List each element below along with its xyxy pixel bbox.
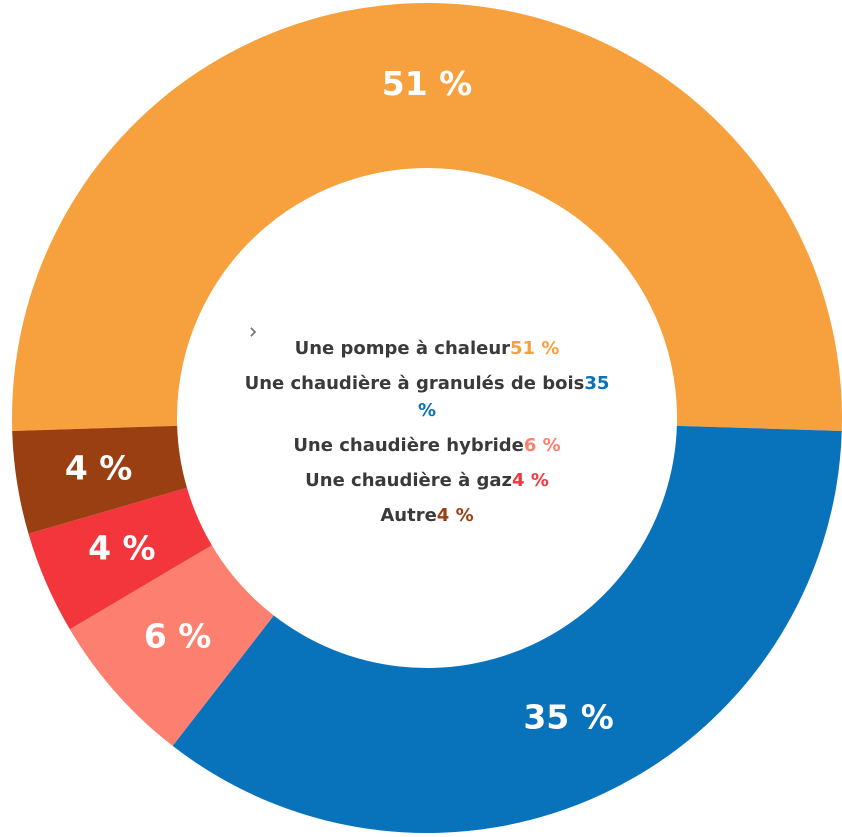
donut-slice: [12, 425, 187, 534]
legend-label: Autre: [380, 505, 437, 526]
legend-value: 4 %: [436, 505, 474, 526]
chevron: [250, 327, 256, 337]
donut-slice: [69, 545, 274, 746]
legend-entry: Une chaudière à granulés de bois 35 %: [242, 327, 612, 424]
legend-value: 4 %: [512, 470, 549, 491]
legend-entry: Une pompe à chaleur 51 %: [242, 327, 612, 362]
slice-label: 35 %: [523, 697, 613, 736]
slice-label: 4 %: [65, 449, 133, 488]
legend-entry: Autre 4 %: [242, 327, 612, 529]
legend-value: 51 %: [510, 338, 560, 359]
legend-label: Une chaudière hybride: [293, 435, 524, 456]
slice-label: 6 %: [144, 616, 212, 655]
slice-label: 4 %: [88, 529, 156, 568]
legend-entry: Une chaudière hybride 6 %: [242, 327, 612, 459]
slice-label: 51 %: [382, 64, 472, 103]
legend-entry: Une chaudière à gaz 4 %: [242, 327, 612, 494]
separator: [250, 327, 256, 337]
donut-slice: [28, 487, 212, 630]
legend-label: Une chaudière à granulés de bois: [244, 373, 585, 394]
donut-slice: [172, 425, 842, 833]
legend-label: Une chaudière à gaz: [305, 470, 513, 491]
legend-value: 35 %: [417, 373, 610, 421]
legend: Une pompe à chaleur 51 % Une chaudière à g…: [242, 327, 612, 537]
legend-value: 6 %: [523, 435, 561, 456]
donut-slice: [12, 3, 842, 432]
legend-label: Une pompe à chaleur: [294, 338, 511, 359]
